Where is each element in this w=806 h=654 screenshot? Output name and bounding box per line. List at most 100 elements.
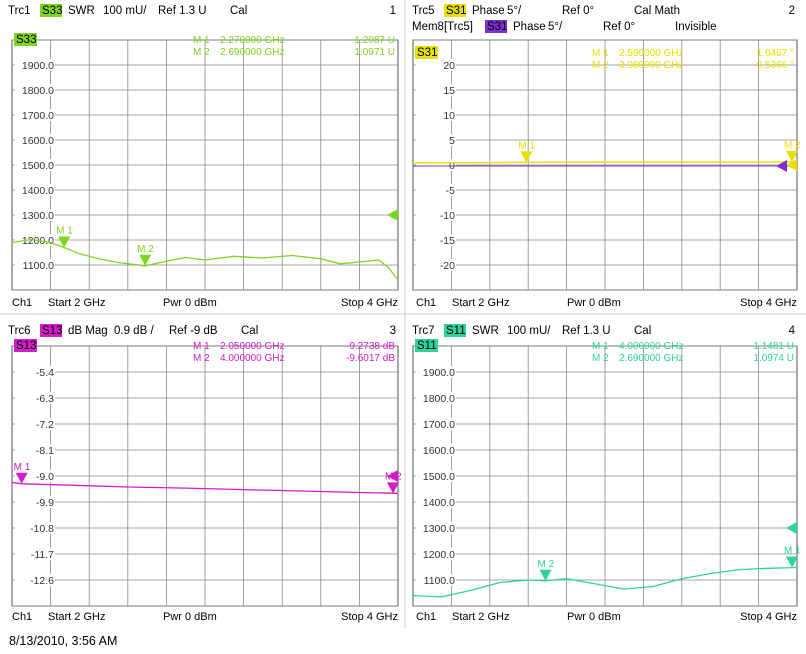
marker-tag: M 1 [14,462,31,473]
y-tick-label: -20 [440,260,455,272]
marker-readout-freq: 3.980000 GHz [619,60,684,71]
marker-readout-freq: 2.690000 GHz [220,47,285,58]
y-tick-label: -9.0 [36,471,54,483]
y-tick-label: 1700.0 [423,419,455,431]
trace-ref: Ref 0° [603,21,635,33]
footer-power: Pwr 0 dBm [163,611,217,623]
marker-tag: M 2 [537,559,554,570]
tick-label-bg [416,184,456,196]
y-tick-label: 20 [443,60,455,72]
trace-ref: Ref 1.3 U [158,5,207,17]
tick-label-bg [15,84,55,96]
trace-format: SWR [472,325,499,337]
tick-label-bg [416,366,456,378]
tick-label-bg [416,109,456,121]
marker-readout-freq: 4.000000 GHz [619,341,684,352]
param-badge: S13 [42,325,62,337]
footer-power: Pwr 0 dBm [163,297,217,309]
param-badge: S33 [42,5,62,17]
marker-readout-value: 1.0974 U [753,353,794,364]
plot-badge: S11 [417,340,437,352]
y-tick-label: -8.1 [36,445,54,457]
y-tick-label: -12.6 [30,575,54,587]
trace-status: Cal Math [634,5,680,17]
y-tick-label: 1300.0 [22,210,54,222]
trace-status: Cal [241,325,258,337]
y-tick-label: 1500.0 [22,160,54,172]
marker-readout-label: M 2 [592,353,609,364]
trace-line [11,481,399,494]
marker-triangle [58,236,71,248]
marker-readout-label: M 1 [592,48,609,59]
trace-ref: Ref 1.3 U [562,325,611,337]
footer-power: Pwr 0 dBm [567,297,621,309]
y-tick-label: 10 [443,110,455,122]
plot-badge-bg [14,33,37,46]
trace-name: Trc7 [412,325,435,337]
footer-stop: Stop 4 GHz [740,297,797,309]
chart-panel-4: Trc7 S11 SWR 100 mU/Ref 1.3 U Cal 4 1100.0 1200… [412,324,801,623]
footer-start: Start 2 GHz [452,611,509,623]
marker-readout-value: 1.0971 U [354,47,395,58]
ref-level-arrow [786,159,797,171]
y-tick-label: 1100.0 [424,575,455,587]
tick-label-bg [15,109,55,121]
marker-readout-label: M 1 [193,35,210,46]
plot-badge-bg [415,46,438,59]
tick-label-bg [15,259,55,271]
tick-label-bg [15,184,55,196]
plot-badge-bg [14,339,37,352]
param-badge-bg [40,324,62,337]
tick-label-bg [416,548,456,560]
trace-format: Phase [513,21,546,33]
marker-readout-label: M 2 [193,353,210,364]
trace-line [412,566,798,598]
timestamp: 8/13/2010, 3:56 AM [9,634,118,648]
tick-label-bg [416,470,456,482]
y-tick-label: 1900.0 [22,60,54,72]
footer-stop: Stop 4 GHz [341,611,398,623]
y-tick-label: 1300.0 [423,523,455,535]
param-badge: S31 [487,21,507,33]
panel-number: 1 [390,5,396,17]
footer-start: Start 2 GHz [452,297,509,309]
trace-format: SWR [68,5,95,17]
tick-label-bg [416,496,456,508]
marker-tag: M 1 [784,546,801,557]
tick-label-bg [416,444,456,456]
y-tick-label: 1600.0 [423,445,455,457]
marker-readout-freq: 2.590000 GHz [619,48,684,59]
plot-badge-bg [415,339,438,352]
trace-ref: Ref 0° [562,5,594,17]
plot-badge: S33 [16,34,36,46]
marker-readout-value: 1.2087 U [354,35,395,46]
param-badge: S11 [446,325,466,337]
footer-start: Start 2 GHz [48,611,105,623]
ref-level-arrow [387,470,398,482]
marker-readout-value: 1.1481 U [753,341,794,352]
trace-name: Trc1 [8,5,31,17]
y-tick-label: 1800.0 [22,85,54,97]
footer-channel: Ch1 [416,297,436,309]
trace-line [412,161,797,164]
footer-channel: Ch1 [416,611,436,623]
tick-label-bg [416,418,456,430]
trace-format: Phase [472,5,505,17]
trace-scale: 100 mU/ [507,325,551,337]
tick-label-bg [15,159,55,171]
trace-format: dB Mag [68,325,108,337]
tick-label-bg [416,522,456,534]
tick-label-bg [416,134,456,146]
marker-tag: M 2 [137,244,154,255]
tick-label-bg [416,574,456,586]
tick-label-bg [416,259,456,271]
tick-label-bg [416,84,456,96]
marker-readout-label: M 1 [592,341,609,352]
y-tick-label: 1600.0 [22,135,54,147]
footer-channel: Ch1 [12,611,32,623]
tick-label-bg [15,522,55,534]
tick-label-bg [416,159,456,171]
marker-tag: M 2 [784,140,801,151]
y-tick-label: -11.7 [31,549,54,561]
y-tick-label: 1100.0 [23,260,54,272]
